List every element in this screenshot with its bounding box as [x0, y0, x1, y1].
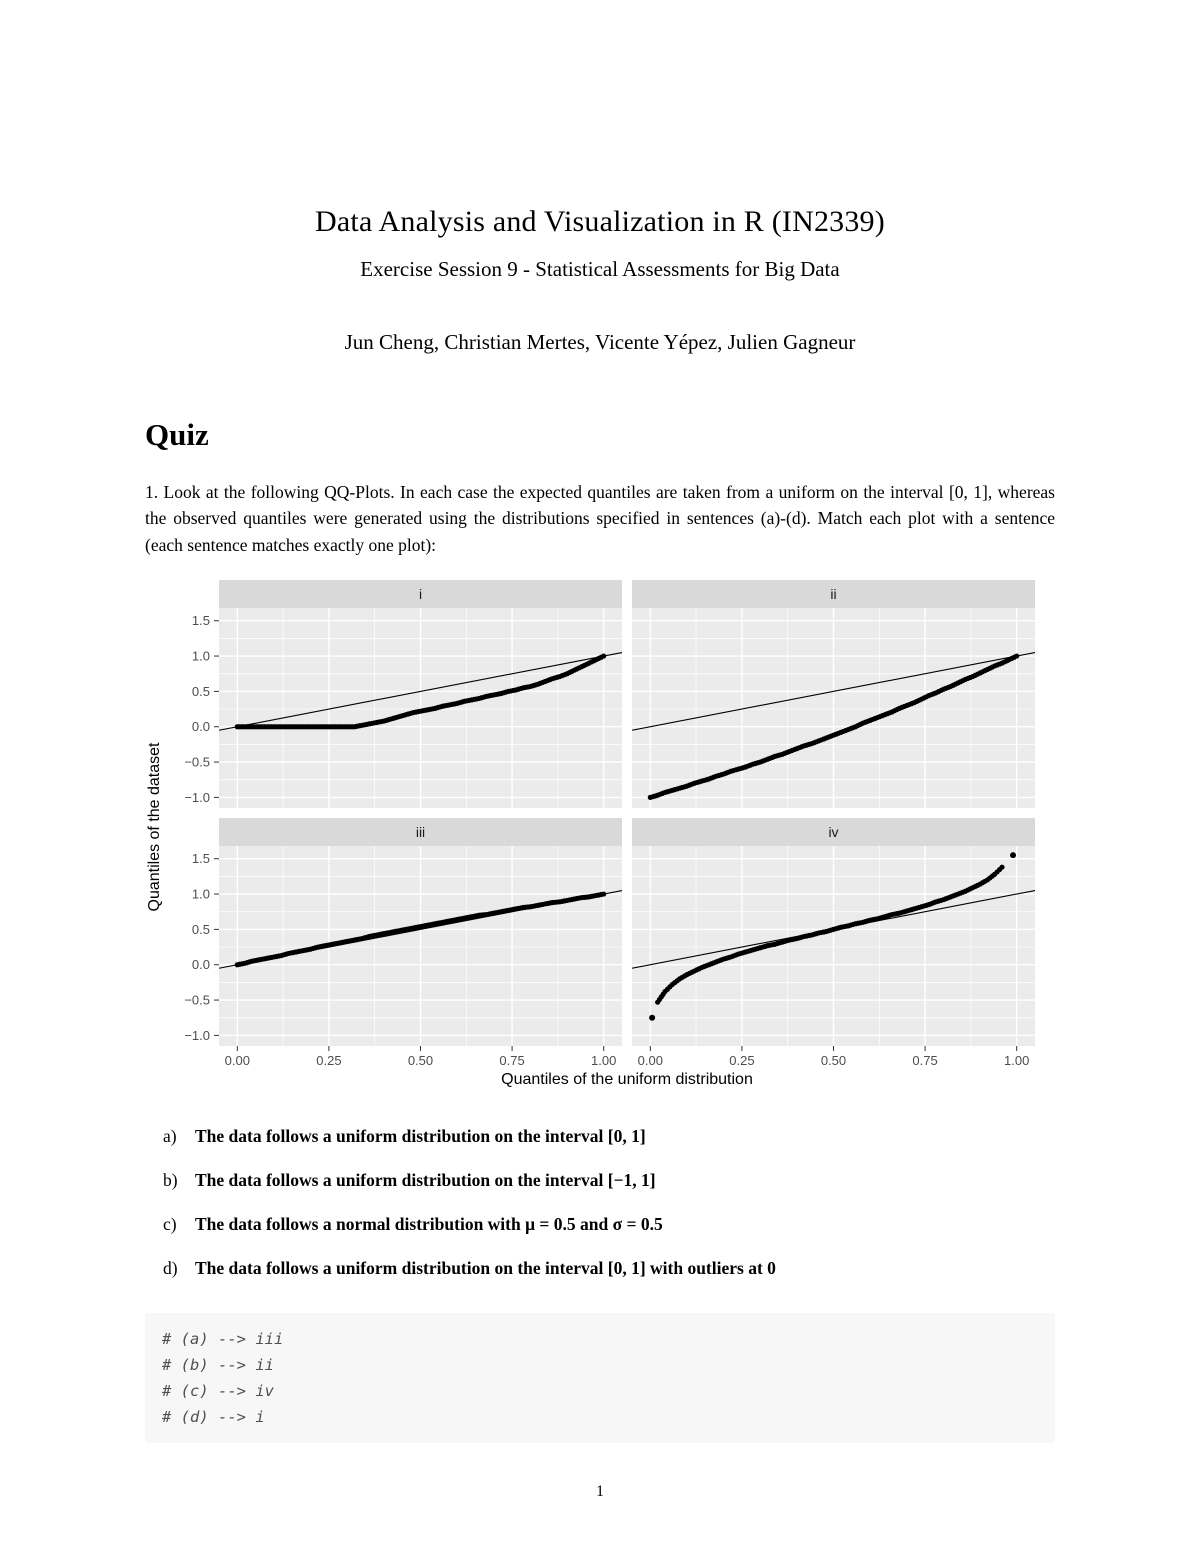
svg-text:i: i [419, 586, 422, 602]
svg-text:0.50: 0.50 [408, 1053, 433, 1068]
quiz-option-a: a) The data follows a uniform distributi… [163, 1126, 1200, 1147]
svg-text:1.0: 1.0 [192, 648, 210, 663]
option-text: The data follows a uniform distribution … [195, 1169, 656, 1190]
svg-text:−0.5: −0.5 [184, 992, 210, 1007]
svg-text:0.75: 0.75 [912, 1053, 937, 1068]
answer-code-block: # (a) --> iii # (b) --> ii # (c) --> iv … [145, 1312, 1055, 1443]
code-line: # (a) --> iii [162, 1329, 284, 1348]
svg-text:0.75: 0.75 [499, 1053, 524, 1068]
svg-text:iv: iv [828, 824, 838, 840]
quiz-option-b: b) The data follows a uniform distributi… [163, 1170, 1200, 1191]
option-text: The data follows a uniform distribution … [195, 1125, 646, 1146]
svg-text:ii: ii [830, 586, 836, 602]
svg-text:−1.0: −1.0 [184, 1028, 210, 1043]
quiz-options: a) The data follows a uniform distributi… [163, 1126, 1200, 1279]
svg-text:0.25: 0.25 [729, 1053, 754, 1068]
svg-text:0.5: 0.5 [192, 684, 210, 699]
svg-text:−1.0: −1.0 [184, 790, 210, 805]
option-label: d) [163, 1257, 178, 1278]
svg-text:0.00: 0.00 [638, 1053, 663, 1068]
document-subtitle: Exercise Session 9 - Statistical Assessm… [360, 257, 840, 281]
document-authors: Jun Cheng, Christian Mertes, Vicente Yép… [344, 330, 856, 354]
option-text: The data follows a normal distribution w… [195, 1213, 663, 1234]
svg-text:1.5: 1.5 [192, 851, 210, 866]
svg-text:0.5: 0.5 [192, 922, 210, 937]
svg-text:0.00: 0.00 [225, 1053, 250, 1068]
svg-text:Quantiles of the dataset: Quantiles of the dataset [146, 742, 163, 912]
svg-text:0.25: 0.25 [316, 1053, 341, 1068]
option-text: The data follows a uniform distribution … [195, 1257, 776, 1278]
option-label: c) [163, 1213, 177, 1234]
option-label: a) [163, 1125, 177, 1146]
qq-plot-figure: i ii iii iv −1.0 −0.5 0.0 0.5 1.0 1.5 −1.0 −0.5 0.0 0… [145, 579, 1050, 1088]
svg-text:1.5: 1.5 [192, 613, 210, 628]
code-line: # (d) --> i [162, 1407, 265, 1426]
svg-text:0.0: 0.0 [192, 719, 210, 734]
option-label: b) [163, 1169, 178, 1190]
code-line: # (b) --> ii [162, 1355, 274, 1374]
svg-text:−0.5: −0.5 [184, 754, 210, 769]
quiz-heading: Quiz [145, 417, 209, 452]
quiz-option-d: d) The data follows a uniform distributi… [163, 1258, 1200, 1279]
page-number: 1 [596, 1483, 604, 1500]
document-title: Data Analysis and Visualization in R (IN… [315, 205, 885, 238]
svg-text:1.0: 1.0 [192, 886, 210, 901]
svg-text:1.00: 1.00 [1004, 1053, 1029, 1068]
quiz-question: 1. Look at the following QQ-Plots. In ea… [145, 482, 1055, 555]
quiz-option-c: c) The data follows a normal distributio… [163, 1214, 1200, 1235]
code-line: # (c) --> iv [162, 1381, 274, 1400]
svg-text:0.50: 0.50 [821, 1053, 846, 1068]
svg-text:1.00: 1.00 [591, 1053, 616, 1068]
svg-text:Quantiles of the uniform distr: Quantiles of the uniform distribution [501, 1071, 753, 1088]
svg-text:iii: iii [416, 824, 425, 840]
svg-text:0.0: 0.0 [192, 957, 210, 972]
